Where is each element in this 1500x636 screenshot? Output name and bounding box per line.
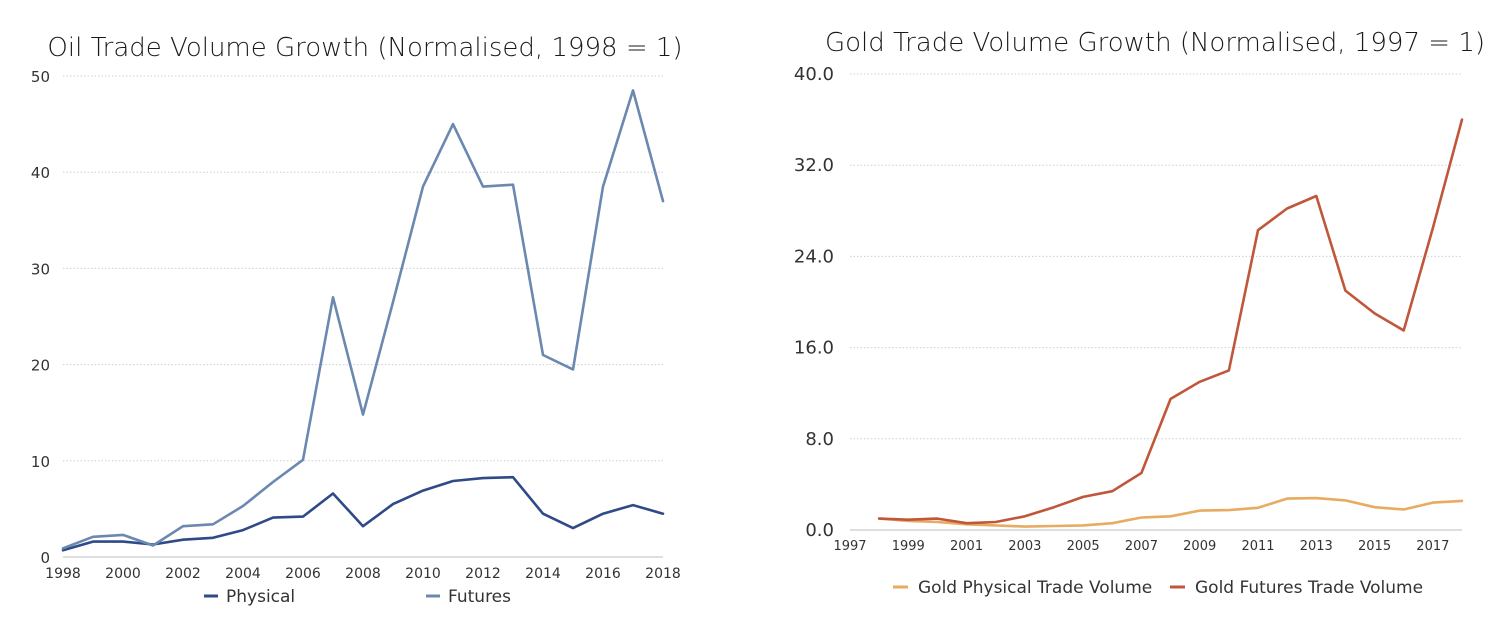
gold-x-tick-label: 2017: [1416, 539, 1449, 554]
oil-chart-gridlines: [63, 75, 663, 462]
gold-chart-title: Gold Trade Volume Growth (Normalised, 19…: [825, 28, 1485, 58]
gold-y-tick-label: 16.0: [794, 338, 834, 359]
gold-series-line-gold-physical-trade-volume: [877, 496, 1464, 528]
gold-y-tick-label: 32.0: [794, 155, 834, 176]
gold-x-tick-label: 2003: [1008, 539, 1041, 554]
oil-x-tick-label: 2012: [465, 566, 501, 582]
oil-chart-axes: 0 10 20 30 40 50 1998 2000 2002 2004 2006 2008 2010 2…: [31, 68, 681, 582]
oil-x-tick-label: 2000: [105, 566, 141, 582]
oil-x-tick-label: 2004: [225, 566, 261, 582]
oil-chart-legend: Physical Futures: [204, 587, 511, 607]
oil-chart-series: [61, 89, 665, 552]
oil-y-tick-label: 40: [31, 164, 50, 182]
gold-chart-axes: 0.0 8.0 16.0 24.0 32.0 40.0 1997 1999 2001 2003 20…: [794, 64, 1462, 554]
gold-y-tick-label: 8.0: [805, 429, 834, 450]
gold-x-tick-label: 2009: [1183, 539, 1216, 554]
legend-physical-label: Physical: [226, 587, 295, 607]
oil-x-tick-label: 2008: [345, 566, 381, 582]
oil-y-tick-label: 50: [31, 68, 50, 86]
oil-y-tick-label: 30: [31, 260, 50, 278]
oil-x-tick-label: 2014: [525, 566, 561, 582]
gold-x-tick-label: 2007: [1125, 539, 1158, 554]
gold-x-tick-label: 2005: [1067, 539, 1100, 554]
oil-x-tick-label: 1998: [45, 566, 81, 582]
legend-gold-futures-label: Gold Futures Trade Volume: [1195, 578, 1423, 598]
gold-x-tick-label: 2013: [1300, 539, 1333, 554]
oil-x-tick-label: 2006: [285, 566, 321, 582]
gold-x-tick-label: 1997: [833, 539, 866, 554]
gold-trade-volume-chart: Gold Trade Volume Growth (Normalised, 19…: [750, 0, 1500, 636]
oil-series-line-physical: [61, 475, 665, 552]
oil-x-tick-label: 2010: [405, 566, 441, 582]
gold-chart-series: [877, 118, 1464, 528]
legend-futures-label: Futures: [448, 587, 511, 607]
gold-x-tick-label: 1999: [892, 539, 925, 554]
oil-y-tick-label: 0: [40, 549, 50, 567]
gold-chart-svg: Gold Trade Volume Growth (Normalised, 19…: [794, 28, 1485, 598]
gold-series-line-gold-futures-trade-volume: [877, 118, 1464, 525]
gold-chart-legend: Gold Physical Trade Volume Gold Futures …: [893, 578, 1423, 598]
oil-series-line-futures: [61, 89, 665, 550]
gold-y-tick-label: 40.0: [794, 64, 834, 85]
gold-chart-gridlines: [850, 73, 1462, 440]
oil-trade-volume-chart: Oil Trade Volume Growth (Normalised, 199…: [31, 33, 683, 607]
oil-x-tick-label: 2018: [645, 566, 681, 582]
legend-gold-physical-label: Gold Physical Trade Volume: [918, 578, 1152, 598]
oil-x-tick-label: 2002: [165, 566, 201, 582]
oil-y-tick-label: 20: [31, 357, 50, 375]
gold-y-tick-label: 24.0: [794, 246, 834, 267]
gold-y-tick-label: 0.0: [805, 520, 834, 541]
gold-x-tick-label: 2011: [1241, 539, 1274, 554]
gold-x-tick-label: 2001: [950, 539, 983, 554]
oil-x-tick-label: 2016: [585, 566, 621, 582]
oil-chart-svg: Oil Trade Volume Growth (Normalised, 199…: [31, 33, 683, 607]
oil-chart-title: Oil Trade Volume Growth (Normalised, 199…: [47, 33, 682, 63]
oil-y-tick-label: 10: [31, 453, 50, 471]
gold-x-tick-label: 2015: [1358, 539, 1391, 554]
